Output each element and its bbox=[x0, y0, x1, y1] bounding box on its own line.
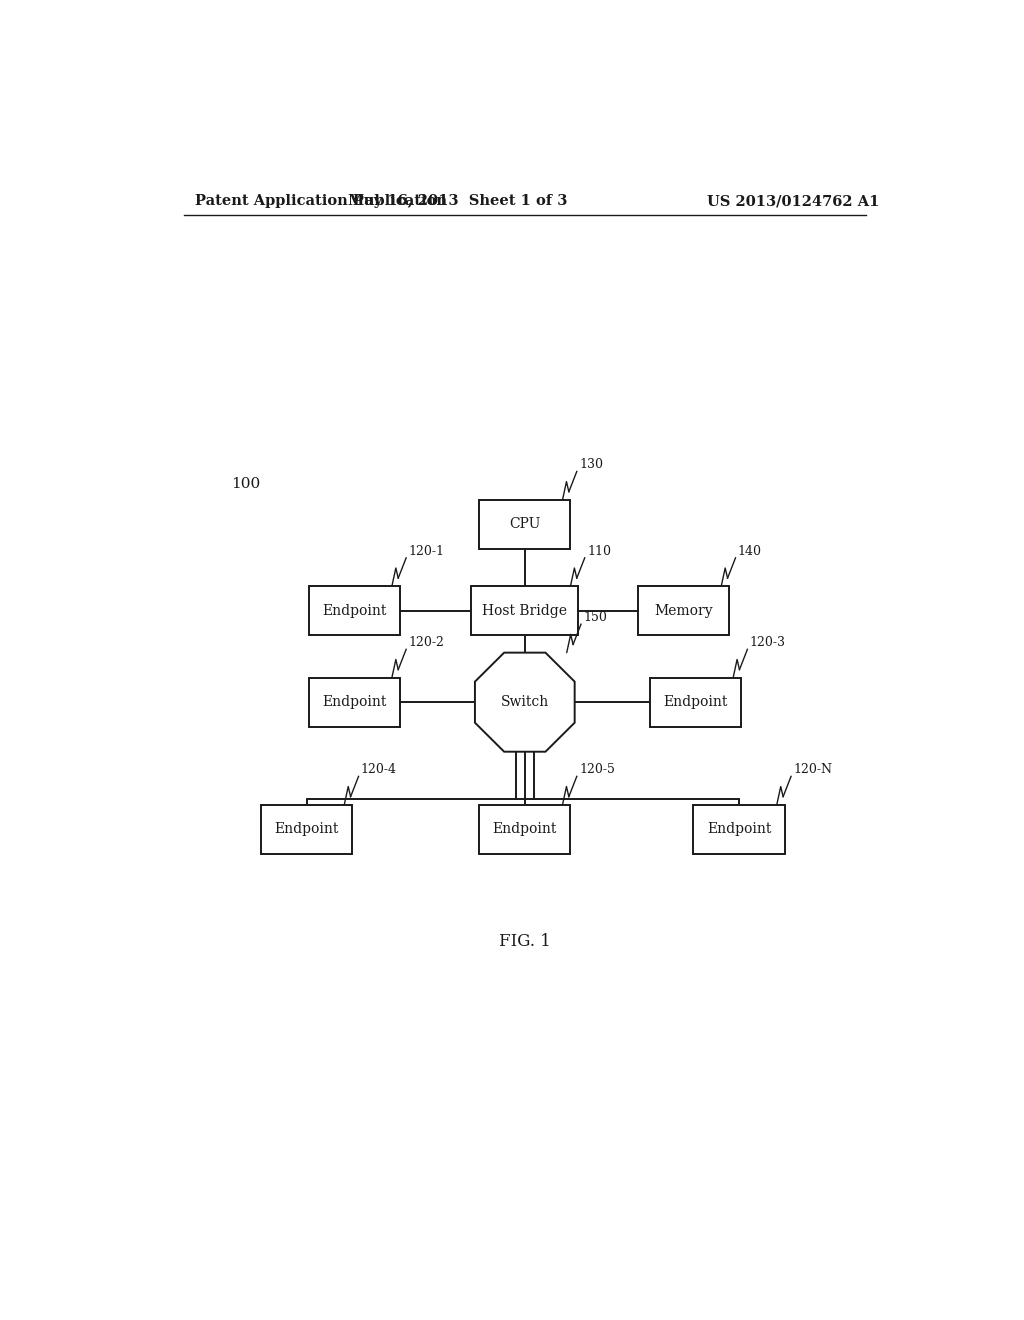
Text: 140: 140 bbox=[738, 545, 762, 558]
Text: Endpoint: Endpoint bbox=[322, 696, 386, 709]
Text: Endpoint: Endpoint bbox=[707, 822, 771, 837]
Text: 150: 150 bbox=[584, 611, 607, 624]
FancyBboxPatch shape bbox=[261, 805, 352, 854]
FancyBboxPatch shape bbox=[693, 805, 784, 854]
FancyBboxPatch shape bbox=[650, 677, 741, 726]
Text: 120-N: 120-N bbox=[794, 763, 833, 776]
FancyBboxPatch shape bbox=[479, 805, 570, 854]
Text: CPU: CPU bbox=[509, 517, 541, 532]
Text: 100: 100 bbox=[231, 477, 260, 491]
Text: FIG. 1: FIG. 1 bbox=[499, 932, 551, 949]
Text: 120-3: 120-3 bbox=[750, 636, 785, 649]
Text: US 2013/0124762 A1: US 2013/0124762 A1 bbox=[708, 194, 880, 209]
Text: Endpoint: Endpoint bbox=[493, 822, 557, 837]
Text: Endpoint: Endpoint bbox=[664, 696, 728, 709]
Text: 120-2: 120-2 bbox=[409, 636, 444, 649]
FancyBboxPatch shape bbox=[479, 500, 570, 549]
Text: 130: 130 bbox=[580, 458, 603, 471]
Text: Endpoint: Endpoint bbox=[274, 822, 339, 837]
Text: Memory: Memory bbox=[654, 603, 713, 618]
Text: May 16, 2013  Sheet 1 of 3: May 16, 2013 Sheet 1 of 3 bbox=[348, 194, 567, 209]
Text: Patent Application Publication: Patent Application Publication bbox=[196, 194, 447, 209]
Text: Host Bridge: Host Bridge bbox=[482, 603, 567, 618]
Text: Switch: Switch bbox=[501, 696, 549, 709]
Text: Endpoint: Endpoint bbox=[322, 603, 386, 618]
FancyBboxPatch shape bbox=[638, 586, 729, 635]
Text: 110: 110 bbox=[587, 545, 611, 558]
FancyBboxPatch shape bbox=[308, 586, 399, 635]
Text: 120-5: 120-5 bbox=[580, 763, 615, 776]
FancyBboxPatch shape bbox=[471, 586, 579, 635]
Text: 120-4: 120-4 bbox=[360, 763, 397, 776]
Polygon shape bbox=[475, 652, 574, 751]
FancyBboxPatch shape bbox=[308, 677, 399, 726]
Text: 120-1: 120-1 bbox=[409, 545, 444, 558]
